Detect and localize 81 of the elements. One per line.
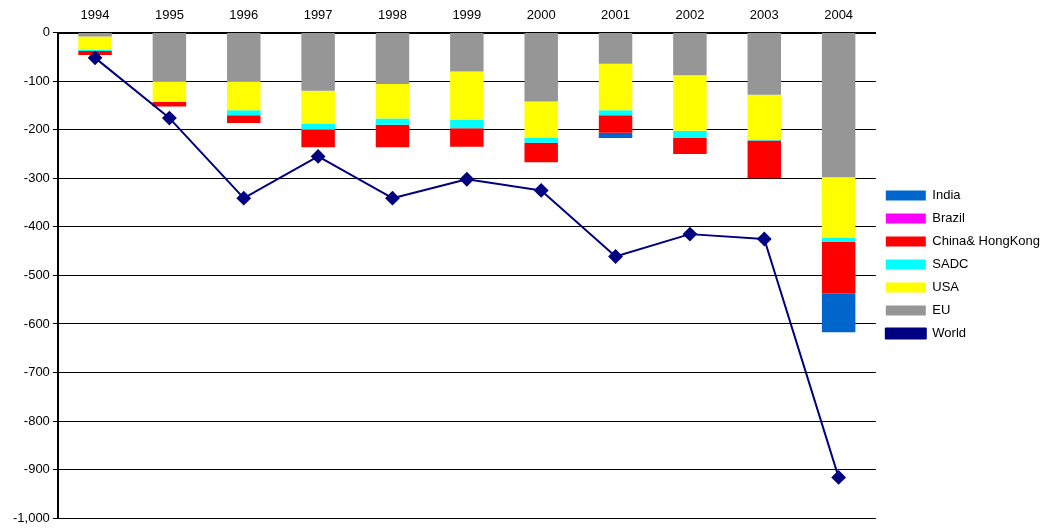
bar: [598, 132, 633, 138]
point: [757, 231, 772, 246]
bar: [301, 33, 335, 91]
y-tick-label: -900: [23, 461, 50, 477]
bar: [78, 33, 112, 37]
y-tick-label: -200: [23, 121, 50, 137]
bar: [227, 110, 261, 116]
point: [608, 249, 623, 264]
x-tick-label: 1994: [80, 7, 110, 23]
bar: [524, 137, 558, 143]
bar: [821, 241, 856, 294]
bar: [450, 33, 484, 72]
bar: [598, 115, 633, 133]
bar: [152, 33, 187, 82]
legend-label: World: [932, 325, 967, 341]
bar: [821, 293, 856, 333]
x-tick-label: 1998: [378, 7, 407, 23]
point: [311, 149, 326, 164]
bar: [524, 33, 558, 102]
bar: [450, 128, 484, 147]
bar: [598, 110, 633, 116]
legend-label: EU: [932, 302, 951, 318]
bar: [450, 71, 484, 121]
legend-label: SADC: [932, 256, 969, 272]
y-tick-label: -100: [23, 72, 50, 88]
bar: [524, 101, 558, 138]
bar: [673, 130, 707, 138]
bar: [227, 115, 261, 123]
bar: [598, 63, 633, 111]
x-tick-label: 2000: [526, 7, 556, 23]
bar: [450, 120, 484, 129]
point: [162, 111, 177, 126]
y-tick-label: -1,000: [12, 509, 50, 525]
bar: [673, 75, 707, 131]
bar: [375, 84, 410, 119]
bar: [227, 81, 261, 111]
y-tick-label: -300: [23, 169, 50, 185]
point: [236, 191, 251, 206]
bar: [821, 238, 856, 242]
legend-label: USA: [932, 279, 960, 295]
bar: [747, 94, 781, 140]
y-tick-label: -400: [23, 218, 50, 234]
bar: [673, 137, 707, 154]
bar: [598, 33, 633, 64]
bar: [821, 33, 856, 178]
bar: [301, 129, 335, 148]
bar: [227, 33, 261, 82]
bar: [673, 33, 707, 76]
bar: [375, 124, 410, 148]
x-tick-label: 1997: [303, 7, 333, 23]
x-tick-label: 1999: [452, 7, 482, 23]
bar: [747, 140, 781, 179]
bar: [821, 177, 856, 239]
bar: [747, 33, 781, 95]
bar: [301, 90, 335, 124]
x-tick-label: 2003: [749, 7, 779, 23]
x-tick-label: 2002: [675, 7, 705, 23]
point: [831, 470, 846, 485]
point: [88, 50, 103, 65]
point: [682, 227, 697, 242]
point: [459, 172, 474, 187]
bar: [375, 118, 410, 125]
legend-label: India: [932, 187, 962, 203]
x-tick-label: 2001: [601, 7, 631, 23]
y-tick-label: -700: [23, 364, 50, 380]
bar: [152, 81, 187, 103]
y-tick-label: -800: [23, 412, 50, 428]
bar: [301, 123, 335, 130]
bar: [78, 36, 112, 51]
y-tick-label: 0: [42, 24, 50, 40]
x-tick-label: 1995: [154, 7, 184, 23]
legend-label: Brazil: [932, 210, 965, 226]
y-tick-label: -500: [23, 266, 50, 282]
bar: [524, 142, 558, 163]
x-tick-label: 1996: [229, 7, 259, 23]
bar: [375, 33, 410, 85]
x-tick-label: 2004: [824, 7, 854, 23]
y-tick-label: -600: [23, 315, 50, 331]
point: [534, 183, 549, 198]
legend-label: China& HongKong: [932, 233, 1041, 249]
point: [385, 191, 400, 206]
